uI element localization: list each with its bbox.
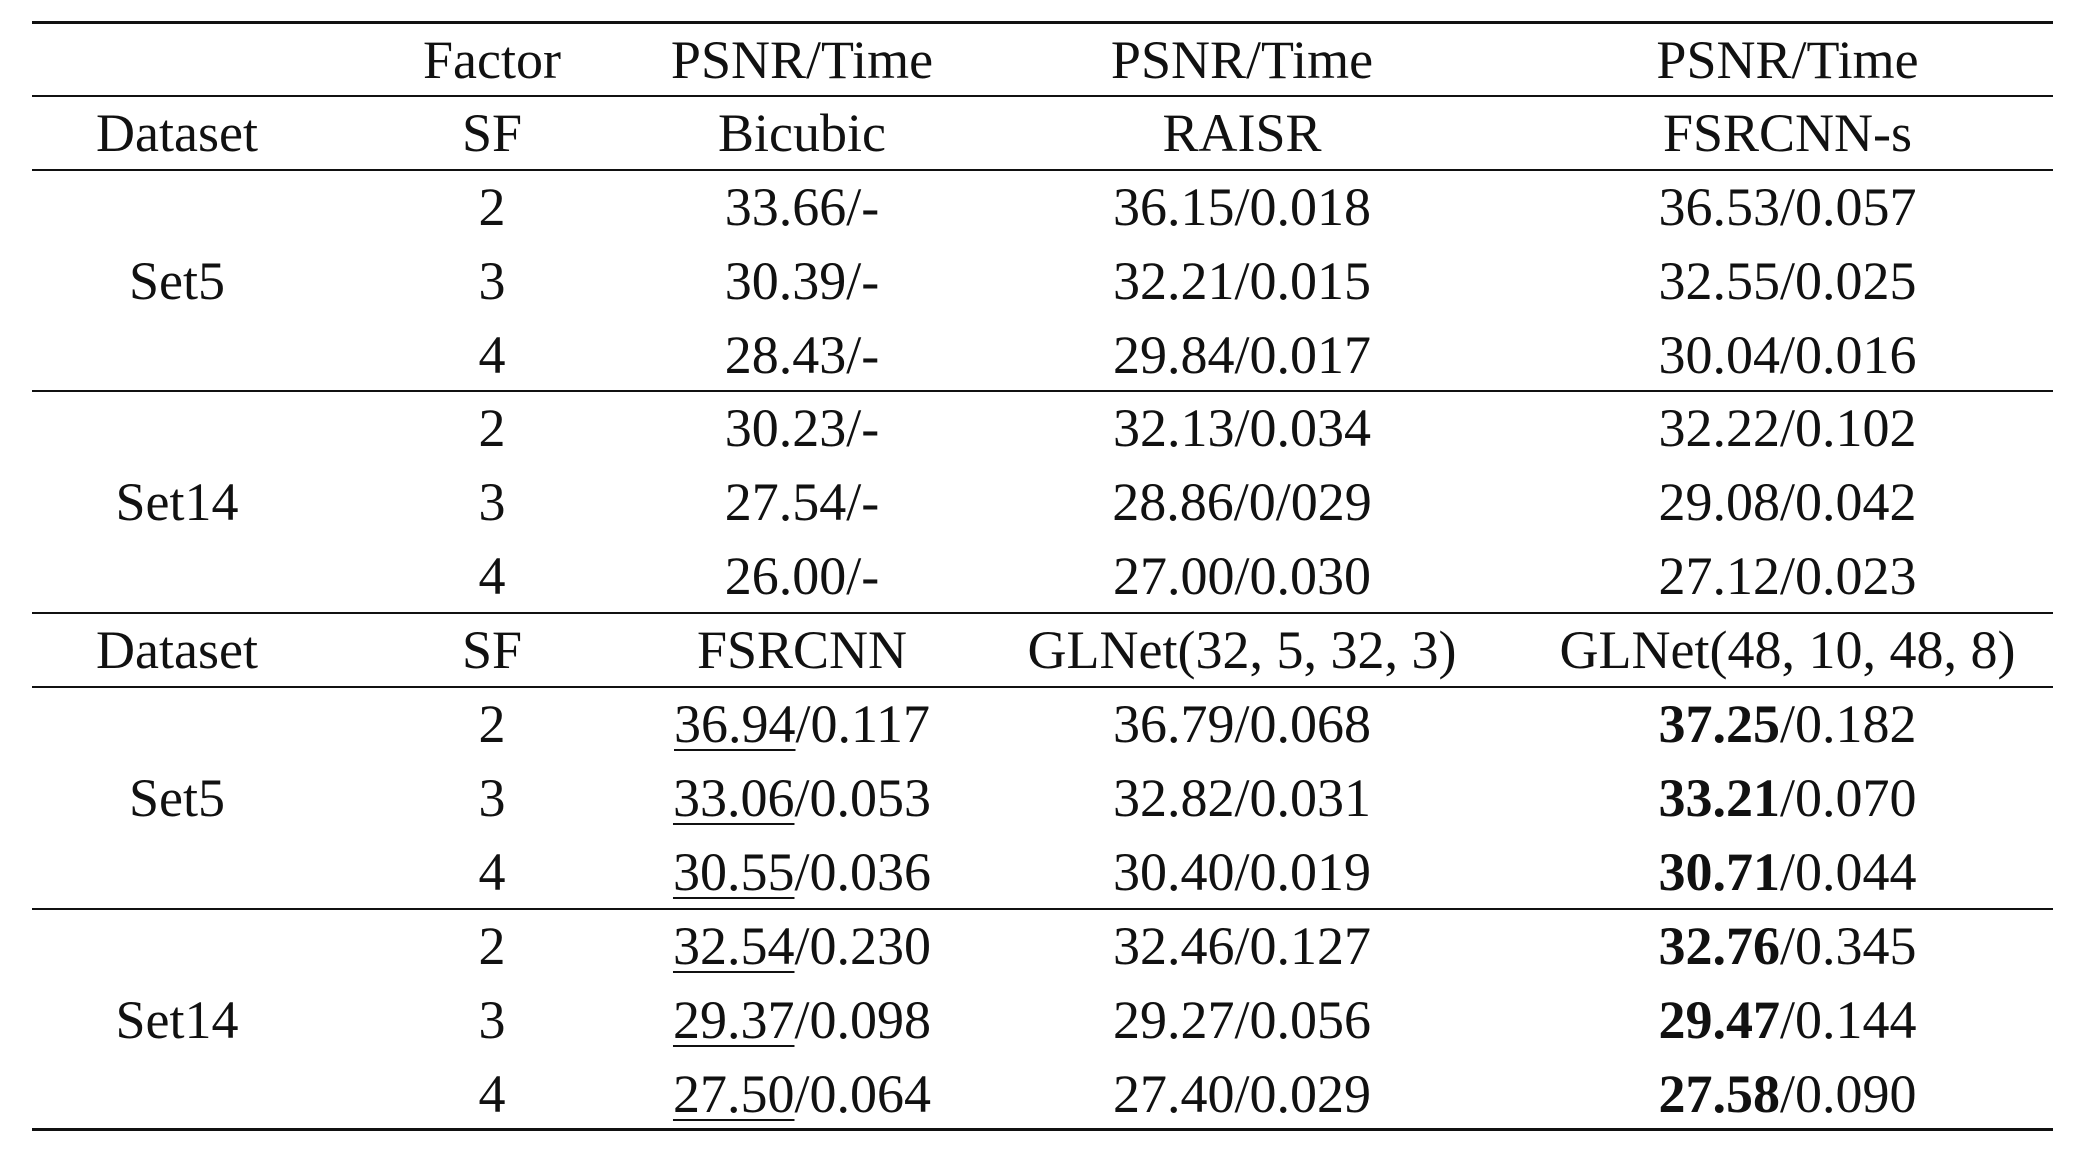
header-cell: Factor — [423, 30, 561, 90]
header-cell: SF — [461, 620, 523, 680]
sf-cell: 2 — [478, 177, 506, 237]
bottom-rule — [32, 1128, 2053, 1131]
time-value: /0.090 — [1779, 1064, 1917, 1124]
best-psnr: 29.47 — [1658, 990, 1780, 1050]
time-value: /0.182 — [1779, 694, 1917, 754]
dataset-label: Set5 — [128, 768, 225, 828]
table-cell: 27.54/- — [724, 472, 880, 532]
table-cell: 30.39/- — [724, 251, 880, 311]
time-value: /0.117 — [795, 694, 931, 754]
header2-rule-top — [32, 612, 2053, 614]
table-cell: 30.55/0.036 — [592, 840, 1012, 904]
second-best-psnr: 29.37 — [672, 990, 795, 1050]
table-cell: 32.46/0.127 — [1112, 916, 1371, 976]
table-cell: 32.13/0.034 — [1112, 398, 1371, 458]
time-value: /0.098 — [794, 990, 931, 1050]
table-cell: 30.40/0.019 — [1112, 842, 1371, 902]
best-psnr: 27.58 — [1658, 1064, 1780, 1124]
time-value: /0.053 — [794, 768, 931, 828]
table-cell: 27.58/0.090 — [1522, 1062, 2053, 1126]
time-value: /0.070 — [1779, 768, 1917, 828]
table-cell: 29.84/0.017 — [1112, 325, 1371, 385]
sf-cell: 4 — [478, 842, 506, 902]
best-psnr: 32.76 — [1658, 916, 1780, 976]
table-cell: 32.54/0.230 — [592, 914, 1012, 978]
header-cell: FSRCNN — [696, 620, 908, 680]
table-cell: 36.94/0.117 — [592, 692, 1012, 756]
header-cell: GLNet(32, 5, 32, 3) — [1027, 620, 1457, 680]
dataset-label: Set14 — [115, 472, 239, 532]
table-cell: 27.00/0.030 — [1112, 546, 1371, 606]
table-cell: 32.55/0.025 — [1658, 251, 1917, 311]
header-cell: Dataset — [96, 103, 258, 163]
table-cell: 32.21/0.015 — [1112, 251, 1371, 311]
table-cell: 33.21/0.070 — [1522, 766, 2053, 830]
sf-cell: 4 — [478, 325, 506, 385]
sf-cell: 4 — [478, 1064, 506, 1124]
best-psnr: 37.25 — [1658, 694, 1780, 754]
header-cell: Bicubic — [718, 103, 886, 163]
best-psnr: 30.71 — [1658, 842, 1780, 902]
table-cell: 29.37/0.098 — [592, 988, 1012, 1052]
header-cell: RAISR — [1162, 103, 1322, 163]
header-cell: PSNR/Time — [1656, 30, 1919, 90]
header-cell: GLNet(48, 10, 48, 8) — [1559, 620, 2016, 680]
group-rule-1 — [32, 390, 2053, 392]
table-cell: 26.00/- — [724, 546, 880, 606]
top-rule — [32, 21, 2053, 24]
header2-rule-bottom — [32, 686, 2053, 688]
table-cell: 27.40/0.029 — [1112, 1064, 1371, 1124]
table-cell: 28.86/0/029 — [1112, 472, 1372, 532]
table-cell: 37.25/0.182 — [1522, 692, 2053, 756]
header-cell: PSNR/Time — [670, 30, 934, 90]
sf-cell: 2 — [478, 916, 506, 976]
second-best-psnr: 33.06 — [672, 768, 795, 828]
table-cell: 28.43/- — [724, 325, 880, 385]
time-value: /0.345 — [1779, 916, 1917, 976]
second-best-psnr: 27.50 — [672, 1064, 795, 1124]
time-value: /0.144 — [1779, 990, 1917, 1050]
time-value: /0.036 — [794, 842, 931, 902]
table-cell: 32.82/0.031 — [1112, 768, 1371, 828]
sf-cell: 2 — [478, 694, 506, 754]
table-cell: 30.71/0.044 — [1522, 840, 2053, 904]
second-best-psnr: 32.54 — [672, 916, 795, 976]
table-cell: 36.15/0.018 — [1112, 177, 1371, 237]
table-cell: 27.12/0.023 — [1658, 546, 1917, 606]
table-cell: 32.76/0.345 — [1522, 914, 2053, 978]
header-rule-2 — [32, 169, 2053, 171]
sf-cell: 4 — [478, 546, 506, 606]
header-cell: FSRCNN-s — [1662, 103, 1913, 163]
time-value: /0.044 — [1779, 842, 1917, 902]
sf-cell: 2 — [478, 398, 506, 458]
table-cell: 30.04/0.016 — [1658, 325, 1917, 385]
header-cell: PSNR/Time — [1110, 30, 1374, 90]
table-cell: 32.22/0.102 — [1658, 398, 1917, 458]
table-cell: 29.27/0.056 — [1112, 990, 1371, 1050]
table-cell: 29.47/0.144 — [1522, 988, 2053, 1052]
second-best-psnr: 36.94 — [674, 694, 796, 754]
sf-cell: 3 — [478, 472, 506, 532]
table-cell: 27.50/0.064 — [592, 1062, 1012, 1126]
table-cell: 33.06/0.053 — [592, 766, 1012, 830]
second-best-psnr: 30.55 — [672, 842, 795, 902]
sf-cell: 3 — [478, 990, 506, 1050]
time-value: /0.064 — [794, 1064, 931, 1124]
table-cell: 36.53/0.057 — [1658, 177, 1917, 237]
sf-cell: 3 — [478, 768, 506, 828]
header-cell: Dataset — [96, 620, 258, 680]
header-cell — [32, 28, 322, 92]
dataset-label: Set14 — [115, 990, 239, 1050]
header-rule-1 — [32, 95, 2053, 97]
group-rule-2 — [32, 908, 2053, 910]
time-value: /0.230 — [794, 916, 931, 976]
best-psnr: 33.21 — [1658, 768, 1780, 828]
header-cell: SF — [461, 103, 523, 163]
sf-cell: 3 — [478, 251, 506, 311]
table-cell: 30.23/- — [724, 398, 880, 458]
table-cell: 36.79/0.068 — [1112, 694, 1371, 754]
table-cell: 33.66/- — [724, 177, 880, 237]
dataset-label: Set5 — [128, 251, 225, 311]
table-cell: 29.08/0.042 — [1658, 472, 1917, 532]
